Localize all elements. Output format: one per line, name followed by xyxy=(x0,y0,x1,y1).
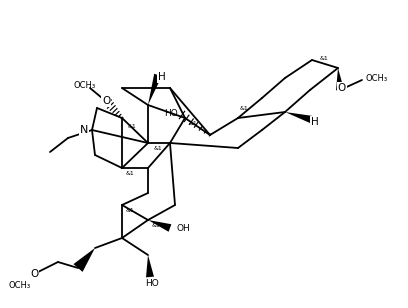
Text: &1: &1 xyxy=(126,171,135,176)
Polygon shape xyxy=(148,74,162,105)
Polygon shape xyxy=(146,255,154,278)
Polygon shape xyxy=(73,248,95,272)
Text: H: H xyxy=(311,117,319,127)
Text: &1: &1 xyxy=(240,106,249,111)
Text: O: O xyxy=(338,83,346,93)
Text: HO: HO xyxy=(164,108,178,117)
Text: &1: &1 xyxy=(154,145,163,151)
Text: &1: &1 xyxy=(189,120,198,125)
Text: H: H xyxy=(158,72,166,82)
Text: OCH₃: OCH₃ xyxy=(9,282,31,290)
Text: &1: &1 xyxy=(126,208,135,213)
Polygon shape xyxy=(336,68,344,90)
Text: O: O xyxy=(30,269,38,279)
Text: &1: &1 xyxy=(152,222,161,228)
Text: O: O xyxy=(102,96,110,106)
Text: &1: &1 xyxy=(320,55,329,60)
Text: HO: HO xyxy=(145,278,159,287)
Text: &1: &1 xyxy=(128,124,137,128)
Text: OCH₃: OCH₃ xyxy=(366,74,388,83)
Text: OH: OH xyxy=(176,224,190,233)
Polygon shape xyxy=(285,112,314,124)
Text: N: N xyxy=(80,125,88,135)
Text: OCH₃: OCH₃ xyxy=(74,80,96,90)
Polygon shape xyxy=(148,220,171,232)
